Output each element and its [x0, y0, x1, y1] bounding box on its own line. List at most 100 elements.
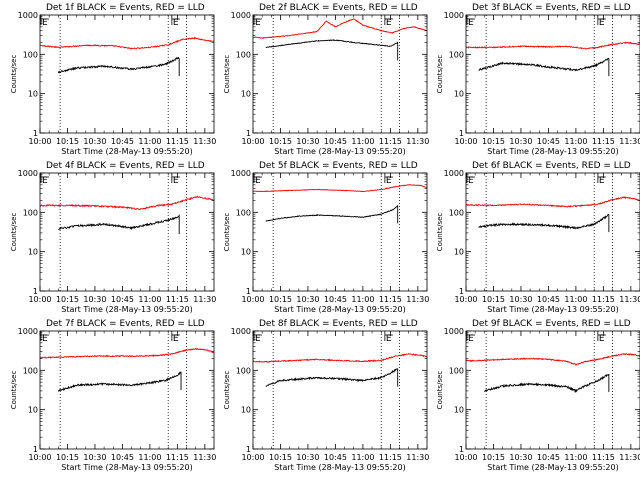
y-tick-label: 10	[28, 406, 38, 415]
flag-label: E	[599, 334, 605, 344]
x-tick-label: 11:15	[592, 453, 615, 462]
y-axis-label: Counts/sec	[10, 55, 18, 94]
x-axis-label: Start Time (28-May-13 09:55:20)	[274, 147, 405, 156]
y-axis-label: Counts/sec	[223, 213, 231, 252]
detector-panel: Det 4f BLACK = Events, RED = LLD E E 1 10 100…	[10, 161, 216, 314]
detector-panel: Det 5f BLACK = Events, RED = LLD E E 1 10 100…	[223, 161, 429, 314]
flag-label: E	[468, 334, 474, 344]
x-tick-label: 10:00	[28, 453, 51, 462]
panel-title: Det 6f BLACK = Events, RED = LLD	[472, 161, 631, 171]
y-tick-label: 1	[33, 129, 38, 138]
panel-title: Det 2f BLACK = Events, RED = LLD	[259, 3, 418, 13]
x-tick-label: 10:30	[296, 453, 319, 462]
plot-frame	[252, 330, 428, 450]
flag-label: E	[173, 18, 179, 28]
x-tick-label: 11:00	[138, 453, 161, 462]
flag-label: E	[255, 18, 261, 28]
x-tick-label: 10:45	[324, 453, 347, 462]
x-tick-label: 11:30	[406, 453, 429, 462]
lld-series-line	[466, 41, 640, 50]
y-axis-label: Counts/sec	[10, 371, 18, 410]
x-tick-label: 11:00	[564, 295, 587, 304]
x-tick-label: 10:45	[324, 295, 347, 304]
x-tick-label: 10:00	[241, 453, 264, 462]
flag-label: E	[386, 334, 392, 344]
y-tick-label: 1	[246, 287, 251, 296]
lld-series-line	[466, 196, 640, 208]
y-tick-label: 1000	[444, 11, 464, 20]
x-axis-label: Start Time (28-May-13 09:55:20)	[274, 305, 405, 314]
flag-label: E	[255, 334, 261, 344]
events-series-line	[484, 373, 610, 394]
x-tick-label: 10:00	[454, 453, 477, 462]
x-axis-label: Start Time (28-May-13 09:55:20)	[61, 305, 192, 314]
detector-panel: Det 8f BLACK = Events, RED = LLD E E 1 10 100…	[223, 319, 429, 472]
lld-series-line	[466, 353, 640, 366]
events-series-line	[58, 213, 180, 235]
y-axis-label: Counts/sec	[436, 213, 444, 252]
x-tick-label: 10:30	[509, 453, 532, 462]
x-tick-label: 10:45	[537, 137, 560, 146]
x-tick-label: 11:30	[193, 137, 216, 146]
x-tick-label: 11:30	[619, 295, 640, 304]
x-tick-label: 10:30	[83, 453, 106, 462]
flag-label: E	[386, 176, 392, 186]
x-tick-label: 11:00	[351, 295, 374, 304]
y-tick-label: 1	[459, 445, 464, 454]
events-series-line	[265, 368, 399, 387]
x-tick-label: 11:30	[193, 295, 216, 304]
y-tick-label: 1000	[18, 327, 38, 336]
panel-title: Det 5f BLACK = Events, RED = LLD	[259, 161, 418, 171]
x-tick-label: 11:00	[138, 137, 161, 146]
panel-title: Det 3f BLACK = Events, RED = LLD	[472, 3, 631, 13]
plot-frame	[39, 14, 215, 134]
x-tick-label: 11:00	[351, 137, 374, 146]
y-tick-label: 1	[246, 445, 251, 454]
lld-series-line	[40, 36, 214, 50]
y-tick-label: 100	[449, 208, 464, 217]
y-tick-label: 1000	[444, 169, 464, 178]
x-axis-label: Start Time (28-May-13 09:55:20)	[487, 463, 618, 472]
flag-label: E	[173, 334, 179, 344]
y-tick-label: 1000	[18, 169, 38, 178]
y-tick-label: 1	[459, 287, 464, 296]
x-tick-label: 10:45	[324, 137, 347, 146]
x-tick-label: 11:00	[564, 453, 587, 462]
x-tick-label: 11:15	[379, 453, 402, 462]
y-axis-label: Counts/sec	[436, 55, 444, 94]
y-tick-label: 100	[236, 208, 251, 217]
y-tick-label: 1000	[231, 169, 251, 178]
x-tick-label: 10:45	[111, 453, 134, 462]
events-series-line	[478, 57, 610, 77]
y-tick-label: 10	[454, 406, 464, 415]
x-tick-label: 11:15	[166, 137, 189, 146]
detector-panel: Det 6f BLACK = Events, RED = LLD E E 1 10 100…	[436, 161, 640, 314]
y-tick-label: 1	[33, 445, 38, 454]
x-tick-label: 11:15	[379, 295, 402, 304]
x-tick-label: 10:15	[269, 137, 292, 146]
y-tick-label: 1	[246, 129, 251, 138]
panel-title: Det 1f BLACK = Events, RED = LLD	[46, 3, 205, 13]
plot-frame	[39, 172, 215, 292]
x-tick-label: 11:30	[193, 453, 216, 462]
y-axis-label: Counts/sec	[223, 371, 231, 410]
y-tick-label: 100	[449, 50, 464, 59]
y-tick-label: 10	[241, 248, 251, 257]
x-tick-label: 11:30	[406, 295, 429, 304]
x-tick-label: 10:15	[56, 295, 79, 304]
lld-series-line	[253, 18, 427, 39]
x-tick-label: 11:15	[592, 295, 615, 304]
x-tick-label: 10:15	[56, 137, 79, 146]
x-axis-label: Start Time (28-May-13 09:55:20)	[274, 463, 405, 472]
x-tick-label: 10:00	[241, 295, 264, 304]
y-axis-label: Counts/sec	[436, 371, 444, 410]
flag-label: E	[599, 176, 605, 186]
x-tick-label: 11:00	[564, 137, 587, 146]
y-tick-label: 100	[23, 366, 38, 375]
y-tick-label: 10	[454, 90, 464, 99]
y-tick-label: 100	[23, 50, 38, 59]
y-tick-label: 100	[236, 366, 251, 375]
x-axis-label: Start Time (28-May-13 09:55:20)	[487, 305, 618, 314]
x-tick-label: 10:45	[537, 295, 560, 304]
